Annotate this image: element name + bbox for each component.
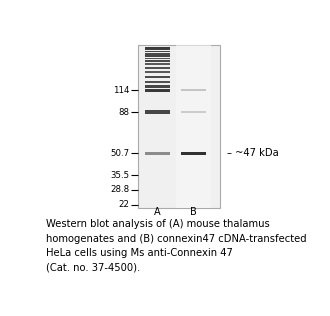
Bar — [145, 51, 170, 52]
Text: B: B — [190, 207, 197, 217]
Bar — [145, 85, 170, 88]
Bar — [181, 111, 206, 113]
Bar — [145, 53, 170, 55]
Text: 35.5: 35.5 — [110, 171, 129, 180]
Bar — [145, 81, 170, 83]
Text: (Cat. no. 37-4500).: (Cat. no. 37-4500). — [46, 263, 141, 273]
Bar — [145, 58, 170, 59]
Bar — [181, 89, 206, 91]
Bar — [145, 55, 170, 57]
Bar — [145, 47, 170, 48]
Text: – ~47 kDa: – ~47 kDa — [227, 149, 279, 159]
Bar — [145, 71, 170, 73]
Bar — [145, 66, 170, 69]
Bar — [145, 60, 170, 62]
Bar — [145, 63, 170, 65]
Bar — [176, 45, 211, 208]
Text: 114: 114 — [113, 86, 129, 95]
Bar — [181, 152, 206, 155]
Bar — [145, 110, 170, 114]
Bar — [145, 152, 170, 155]
Bar — [139, 45, 220, 208]
Text: 22: 22 — [118, 200, 129, 209]
Bar — [145, 76, 170, 78]
Text: 88: 88 — [118, 108, 129, 117]
Text: A: A — [154, 207, 161, 217]
Bar — [145, 89, 170, 92]
Text: 50.7: 50.7 — [110, 149, 129, 158]
Text: homogenates and (B) connexin47 cDNA-transfected: homogenates and (B) connexin47 cDNA-tran… — [46, 234, 307, 244]
Bar — [145, 49, 170, 50]
Text: HeLa cells using Ms anti-Connexin 47: HeLa cells using Ms anti-Connexin 47 — [46, 248, 233, 258]
Text: Western blot analysis of (A) mouse thalamus: Western blot analysis of (A) mouse thala… — [46, 219, 270, 229]
Text: 28.8: 28.8 — [110, 185, 129, 194]
